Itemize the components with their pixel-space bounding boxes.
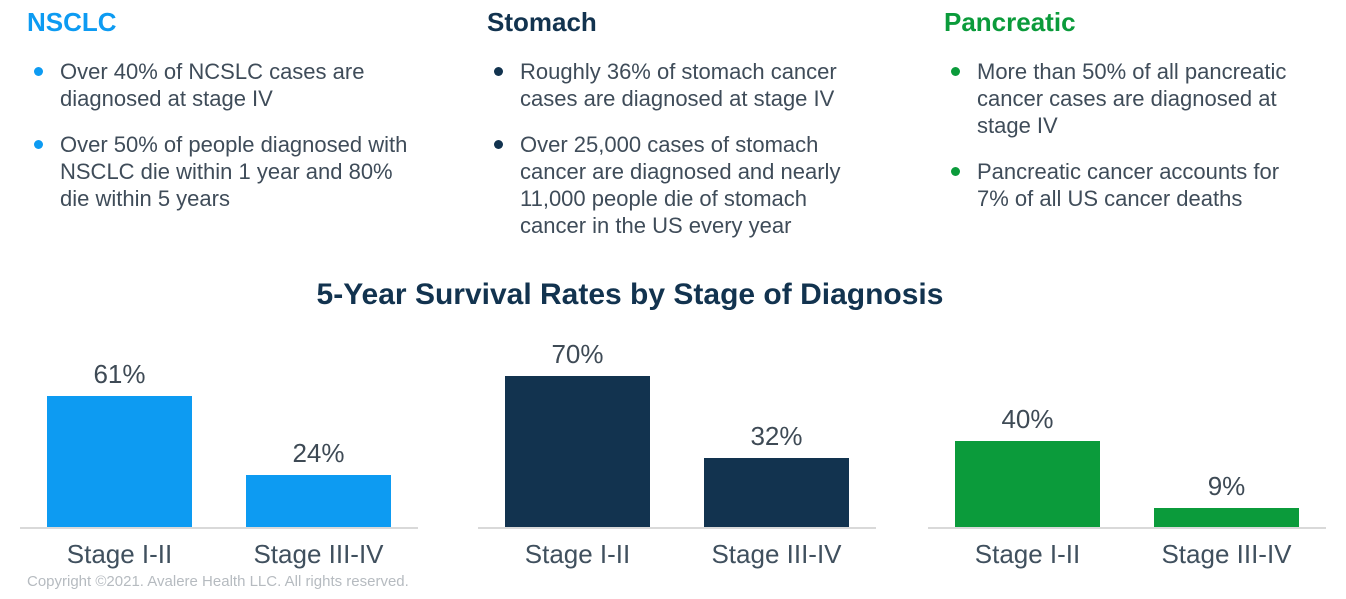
bullet-text: Over 40% of NCSLC cases are diagnosed at… xyxy=(60,59,365,111)
bullet-dot-icon xyxy=(494,67,503,76)
bullet-dot-icon xyxy=(951,167,960,176)
bar-pancreatic-stage-3-4 xyxy=(1154,508,1299,527)
list-item: Pancreatic cancer accounts for 7% of all… xyxy=(944,158,1346,212)
bar-stomach-stage-1-2 xyxy=(505,376,650,527)
column-stomach: Stomach Roughly 36% of stomach cancer ca… xyxy=(487,6,932,258)
bar-stomach-stage-3-4 xyxy=(704,458,849,527)
chart-title: 5-Year Survival Rates by Stage of Diagno… xyxy=(316,278,944,311)
list-item: Roughly 36% of stomach cancer cases are … xyxy=(487,58,932,112)
bullet-text: Pancreatic cancer accounts for 7% of all… xyxy=(977,159,1280,211)
bar-nsclc-stage-3-4 xyxy=(246,475,391,527)
bar-pancreatic-stage-1-2 xyxy=(955,441,1100,527)
category-label: Stage I-II xyxy=(974,539,1081,569)
bar-column: 9% xyxy=(1127,471,1326,527)
column-title-pancreatic: Pancreatic xyxy=(944,7,1076,37)
chart-group-stomach: 70% 32% xyxy=(478,339,876,529)
bar-column: 32% xyxy=(677,421,876,527)
category-axis-stomach: Stage I-II Stage III-IV xyxy=(478,539,876,570)
column-pancreatic: Pancreatic More than 50% of all pancreat… xyxy=(944,6,1346,231)
category-label: Stage III-IV xyxy=(1161,539,1292,569)
category-axis-pancreatic: Stage I-II Stage III-IV xyxy=(928,539,1326,570)
bar-value-label: 61% xyxy=(93,359,146,389)
bar-column: 24% xyxy=(219,438,418,527)
bar-value-label: 40% xyxy=(1001,404,1054,434)
column-title-nsclc: NSCLC xyxy=(27,7,117,37)
bullet-dot-icon xyxy=(34,67,43,76)
bar-column: 40% xyxy=(928,404,1127,527)
bar-column: 61% xyxy=(20,359,219,527)
category-axis-nsclc: Stage I-II Stage III-IV xyxy=(20,539,418,570)
list-item: Over 40% of NCSLC cases are diagnosed at… xyxy=(27,58,472,112)
bullet-dot-icon xyxy=(494,140,503,149)
category-label: Stage I-II xyxy=(524,539,631,569)
list-item: More than 50% of all pancreatic cancer c… xyxy=(944,58,1346,139)
category-label: Stage I-II xyxy=(66,539,173,569)
bar-column: 70% xyxy=(478,339,677,527)
bullet-text: Roughly 36% of stomach cancer cases are … xyxy=(520,59,837,111)
bullet-dot-icon xyxy=(951,67,960,76)
bar-value-label: 70% xyxy=(551,339,604,369)
bullet-dot-icon xyxy=(34,140,43,149)
bar-value-label: 32% xyxy=(750,421,803,451)
bullet-text: More than 50% of all pancreatic cancer c… xyxy=(977,59,1287,138)
bullet-text: Over 50% of people diagnosed with NSCLC … xyxy=(60,132,408,211)
bar-value-label: 9% xyxy=(1207,471,1246,501)
column-nsclc: NSCLC Over 40% of NCSLC cases are diagno… xyxy=(27,6,472,231)
list-item: Over 50% of people diagnosed with NSCLC … xyxy=(27,131,472,212)
bullet-text: Over 25,000 cases of stomach cancer are … xyxy=(520,132,841,238)
list-item: Over 25,000 cases of stomach cancer are … xyxy=(487,131,932,239)
copyright-text: Copyright ©2021. Avalere Health LLC. All… xyxy=(27,573,409,590)
chart-group-nsclc: 61% 24% xyxy=(20,340,418,529)
chart-group-pancreatic: 40% 9% xyxy=(928,340,1326,529)
bar-value-label: 24% xyxy=(292,438,345,468)
bar-nsclc-stage-1-2 xyxy=(47,396,192,527)
category-label: Stage III-IV xyxy=(711,539,842,569)
category-label: Stage III-IV xyxy=(253,539,384,569)
column-title-stomach: Stomach xyxy=(487,7,597,37)
